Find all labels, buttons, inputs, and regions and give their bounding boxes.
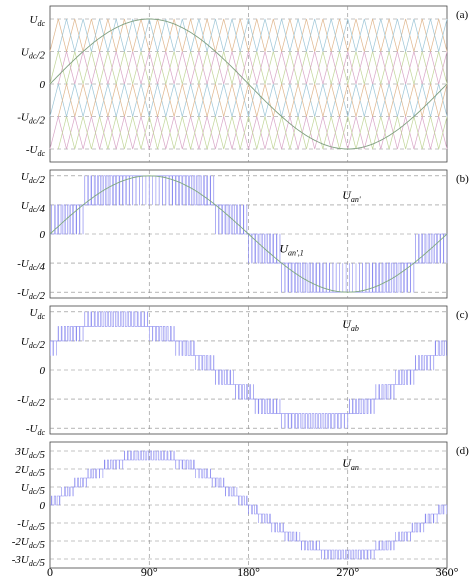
x-tick-label: 360° [436,565,459,579]
waveform-annotation: Uan',1 [279,242,303,258]
carrier-wave-0 [57,116,448,150]
carrier-wave-3 [57,18,448,52]
panel-label: (a) [456,9,469,21]
y-tick-label: Udc/4 [21,200,46,215]
y-tick-label: -Udc [26,423,46,437]
waveform-annotation: Uab [342,317,359,333]
panel-d: 3Udc/5 2Udc/5 Udc/5 0 -Udc/5 -2Udc/5 -3Udc/5 (d… [12,441,469,569]
pwm-waveform [49,311,447,429]
y-tick-label: 3Udc/5 [14,446,45,461]
y-tick-label: 0 [40,365,46,377]
panel-label: (d) [456,445,469,457]
x-tick-label: 270° [336,565,359,579]
x-tick-label: 0 [47,565,53,579]
y-tick-label: Udc/5 [21,482,46,497]
y-tick-label: 0 [40,229,46,241]
y-tick-label: -Udc/4 [17,258,45,273]
reference-sine [49,18,448,150]
y-tick-label: Udc [29,307,45,321]
x-tick-label: 180° [237,565,260,579]
x-tick-label: 90° [141,565,158,579]
panel-a: Udc Udc/2 0 -Udc/2 -Udc (a) [17,5,469,163]
carrier-wave-3 [49,18,448,52]
y-tick-label: -2Udc/5 [12,536,46,551]
carrier-wave-1 [57,83,448,117]
y-tick-label: Udc/2 [21,47,46,62]
y-tick-label: -Udc/2 [17,394,45,409]
y-tick-label: 0 [40,500,46,512]
y-tick-label: -3Udc/5 [12,554,46,569]
fundamental-sine [49,175,448,293]
carrier-wave-0 [49,116,448,150]
panel-c: Udc Udc/2 0 -Udc/2 -Udc (c) Uab [17,305,469,437]
panel-label: (b) [456,173,469,185]
carrier-wave-1 [49,83,448,117]
y-tick-label: -Udc/2 [17,112,45,127]
carrier-wave-2 [57,51,448,85]
panel-label: (c) [456,309,469,321]
y-tick-label: Udc/2 [21,171,46,186]
y-tick-label: 2Udc/5 [15,464,45,479]
y-tick-label: -Udc/5 [17,518,45,533]
waveform-annotation: Uan' [342,188,361,204]
y-tick-label: -Udc/2 [17,287,45,302]
waveform-annotation: Uan [342,456,359,472]
y-tick-label: Udc/2 [21,336,46,351]
y-tick-label: Udc [29,14,45,28]
y-tick-label: -Udc [26,144,46,158]
panel-b: Udc/2 Udc/4 0 -Udc/4 -Udc/2 (b) Uan' Uan',1 [17,169,469,302]
pwm-waveform [50,450,448,560]
y-tick-label: 0 [40,79,46,91]
